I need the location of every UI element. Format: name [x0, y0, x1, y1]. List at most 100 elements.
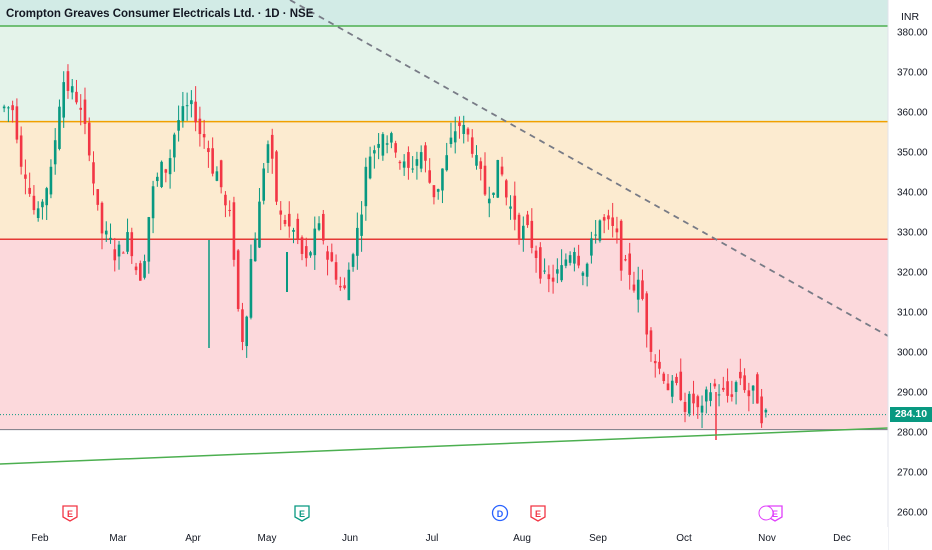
candle-body	[87, 122, 91, 156]
candle-body	[134, 266, 138, 271]
x-tick-label: Apr	[185, 533, 201, 544]
candle-body	[211, 148, 214, 174]
candle-body	[296, 218, 300, 239]
candle-body	[104, 230, 108, 235]
candle-body	[670, 380, 674, 397]
candle-body	[568, 255, 572, 263]
candle-body	[368, 156, 372, 179]
candle-body	[164, 169, 168, 173]
event-label: E	[67, 509, 73, 519]
candle-body	[466, 128, 470, 135]
candle-body	[262, 168, 266, 201]
candle-body	[215, 171, 219, 181]
candle-body	[666, 383, 670, 391]
y-tick-label: 320.00	[897, 268, 928, 279]
candle-body	[343, 285, 346, 289]
candle-body	[19, 135, 23, 167]
candle-body	[28, 187, 31, 194]
candle-body	[373, 150, 376, 154]
candle-body	[543, 270, 546, 272]
y-tick-label: 340.00	[897, 188, 928, 199]
candle-body	[75, 91, 78, 103]
candle-body	[424, 145, 427, 161]
candle-body	[236, 250, 240, 309]
trendline-support	[0, 427, 889, 465]
candle-body	[696, 396, 700, 408]
candle-body	[207, 148, 210, 153]
candle-body	[658, 361, 661, 369]
candle-body	[2, 106, 6, 109]
y-tick-label: 370.00	[897, 68, 928, 79]
candle-body	[602, 217, 606, 221]
candle-body	[109, 237, 112, 240]
candle-body	[683, 401, 687, 412]
y-tick-label: 310.00	[897, 308, 928, 319]
x-tick-label: Dec	[833, 533, 851, 544]
candle-body	[330, 252, 334, 262]
candle-body	[436, 189, 440, 192]
candle-body	[458, 122, 461, 127]
candle-body	[517, 214, 521, 240]
x-tick-label: Aug	[513, 533, 531, 544]
candle-body	[504, 180, 508, 198]
candle-body	[304, 246, 308, 259]
candle-body	[360, 214, 363, 236]
candle-body	[653, 361, 657, 364]
candle-body	[53, 140, 57, 165]
candle-body	[241, 309, 244, 342]
trendline-dashed	[289, 0, 889, 337]
y-tick-label: 300.00	[897, 348, 928, 359]
candle-body	[7, 107, 10, 109]
candle-body	[117, 244, 121, 257]
candle-body	[411, 168, 414, 170]
candle-body	[390, 133, 393, 143]
candle-body	[564, 259, 568, 266]
candle-body	[309, 252, 312, 256]
candle-body	[632, 284, 636, 291]
candle-body	[249, 258, 253, 318]
candle-body	[83, 99, 87, 124]
currency-label[interactable]: INR	[900, 11, 920, 23]
y-tick-label: 290.00	[897, 388, 928, 399]
candle-body	[687, 393, 691, 414]
candle-body	[202, 134, 206, 138]
candle-body	[594, 234, 597, 236]
candle-body	[15, 106, 19, 140]
candle-body	[487, 198, 491, 204]
candle-body	[173, 134, 176, 158]
candle-body	[130, 232, 134, 257]
candle-body	[581, 272, 585, 276]
candle-body	[509, 206, 512, 209]
y-tick-label: 380.00	[897, 28, 928, 39]
candle-body	[313, 228, 317, 256]
candle-body	[347, 269, 351, 301]
candle-body	[100, 202, 104, 234]
candle-body	[190, 100, 193, 105]
candle-body	[381, 134, 385, 156]
candle-body	[526, 214, 529, 226]
candle-body	[700, 405, 704, 413]
candle-body	[219, 160, 223, 188]
candle-body	[479, 161, 483, 169]
candle-body	[751, 385, 755, 391]
symbol-title[interactable]: Crompton Greaves Consumer Electricals Lt…	[6, 8, 314, 20]
candle-body	[462, 124, 466, 134]
candle-body	[356, 227, 359, 256]
candle-body	[232, 202, 236, 260]
split-marker	[758, 505, 774, 521]
candle-body	[556, 269, 559, 274]
candle-body	[445, 155, 449, 171]
candle-body	[662, 373, 666, 382]
candle-body	[573, 251, 576, 264]
candle-body	[611, 217, 614, 226]
candle-body	[66, 71, 70, 91]
candle-body	[321, 213, 325, 241]
candle-body	[151, 186, 155, 219]
candle-body	[326, 251, 329, 260]
candle-body	[377, 143, 380, 148]
x-tick-label: Nov	[758, 533, 776, 544]
candle-body	[449, 137, 453, 144]
event-label: E	[772, 509, 778, 519]
y-tick-label: 330.00	[897, 228, 928, 239]
